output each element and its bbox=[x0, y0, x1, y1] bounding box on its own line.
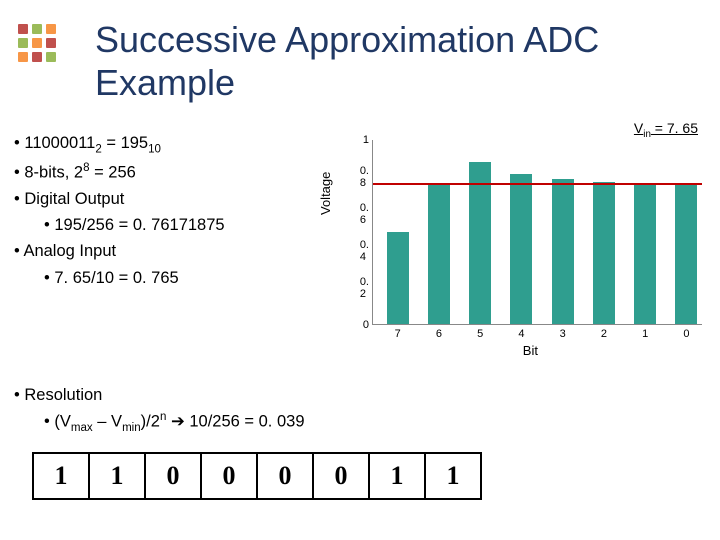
x-tick: 3 bbox=[552, 328, 574, 340]
bit-cell: 0 bbox=[201, 453, 257, 499]
bullet-analog: • Analog Input bbox=[10, 238, 320, 264]
x-tick: 1 bbox=[634, 328, 656, 340]
x-axis-label: Bit bbox=[523, 343, 538, 358]
bullet-analog-calc: • 7. 65/10 = 0. 765 bbox=[10, 265, 320, 291]
bar bbox=[387, 232, 409, 325]
bullet-list: • 110000112 = 19510 • 8-bits, 28 = 256 •… bbox=[10, 130, 320, 291]
y-tick: 1 bbox=[363, 134, 373, 146]
plot-area: Vin = 7. 65 00. 20. 40. 60. 8176543210 bbox=[372, 140, 702, 325]
resolution-heading: • Resolution bbox=[10, 382, 305, 408]
bullet-digital-calc: • 195/256 = 0. 76171875 bbox=[10, 212, 320, 238]
y-tick: 0. 8 bbox=[360, 165, 373, 189]
y-axis-label: Voltage bbox=[318, 172, 333, 215]
bit-cell: 1 bbox=[33, 453, 89, 499]
vin-label: Vin = 7. 65 bbox=[634, 120, 698, 140]
y-tick: 0 bbox=[363, 319, 373, 331]
bullet-binary: • 110000112 = 19510 bbox=[10, 130, 320, 159]
resolution-formula: • (Vmax – Vmin)/2n ➔ 10/256 = 0. 039 bbox=[10, 408, 305, 437]
bar-chart: Voltage Vin = 7. 65 00. 20. 40. 60. 8176… bbox=[320, 130, 710, 360]
slide-title: Successive Approximation ADC Example bbox=[95, 18, 599, 104]
title-line-2: Example bbox=[95, 62, 235, 103]
bit-cell: 0 bbox=[145, 453, 201, 499]
bullet-digital: • Digital Output bbox=[10, 186, 320, 212]
bit-cell: 0 bbox=[257, 453, 313, 499]
bit-cell: 0 bbox=[313, 453, 369, 499]
x-tick: 5 bbox=[469, 328, 491, 340]
x-tick: 2 bbox=[593, 328, 615, 340]
bar bbox=[469, 162, 491, 324]
logo-dots bbox=[18, 24, 66, 72]
bar bbox=[634, 184, 656, 324]
bits-table: 11000011 bbox=[32, 452, 482, 500]
x-tick: 4 bbox=[510, 328, 532, 340]
y-tick: 0. 6 bbox=[360, 202, 373, 226]
title-line-1: Successive Approximation ADC bbox=[95, 19, 599, 60]
bullet-bits: • 8-bits, 28 = 256 bbox=[10, 159, 320, 186]
bit-cell: 1 bbox=[425, 453, 481, 499]
bar bbox=[593, 182, 615, 324]
bar bbox=[510, 174, 532, 324]
x-tick: 7 bbox=[387, 328, 409, 340]
bar bbox=[428, 185, 450, 324]
x-tick: 0 bbox=[675, 328, 697, 340]
y-tick: 0. 2 bbox=[360, 276, 373, 300]
bar bbox=[552, 179, 574, 324]
resolution-block: • Resolution • (Vmax – Vmin)/2n ➔ 10/256… bbox=[10, 382, 305, 438]
bit-cell: 1 bbox=[369, 453, 425, 499]
bit-cell: 1 bbox=[89, 453, 145, 499]
y-tick: 0. 4 bbox=[360, 239, 373, 263]
bar bbox=[675, 183, 697, 324]
x-tick: 6 bbox=[428, 328, 450, 340]
avg-line bbox=[373, 183, 702, 185]
